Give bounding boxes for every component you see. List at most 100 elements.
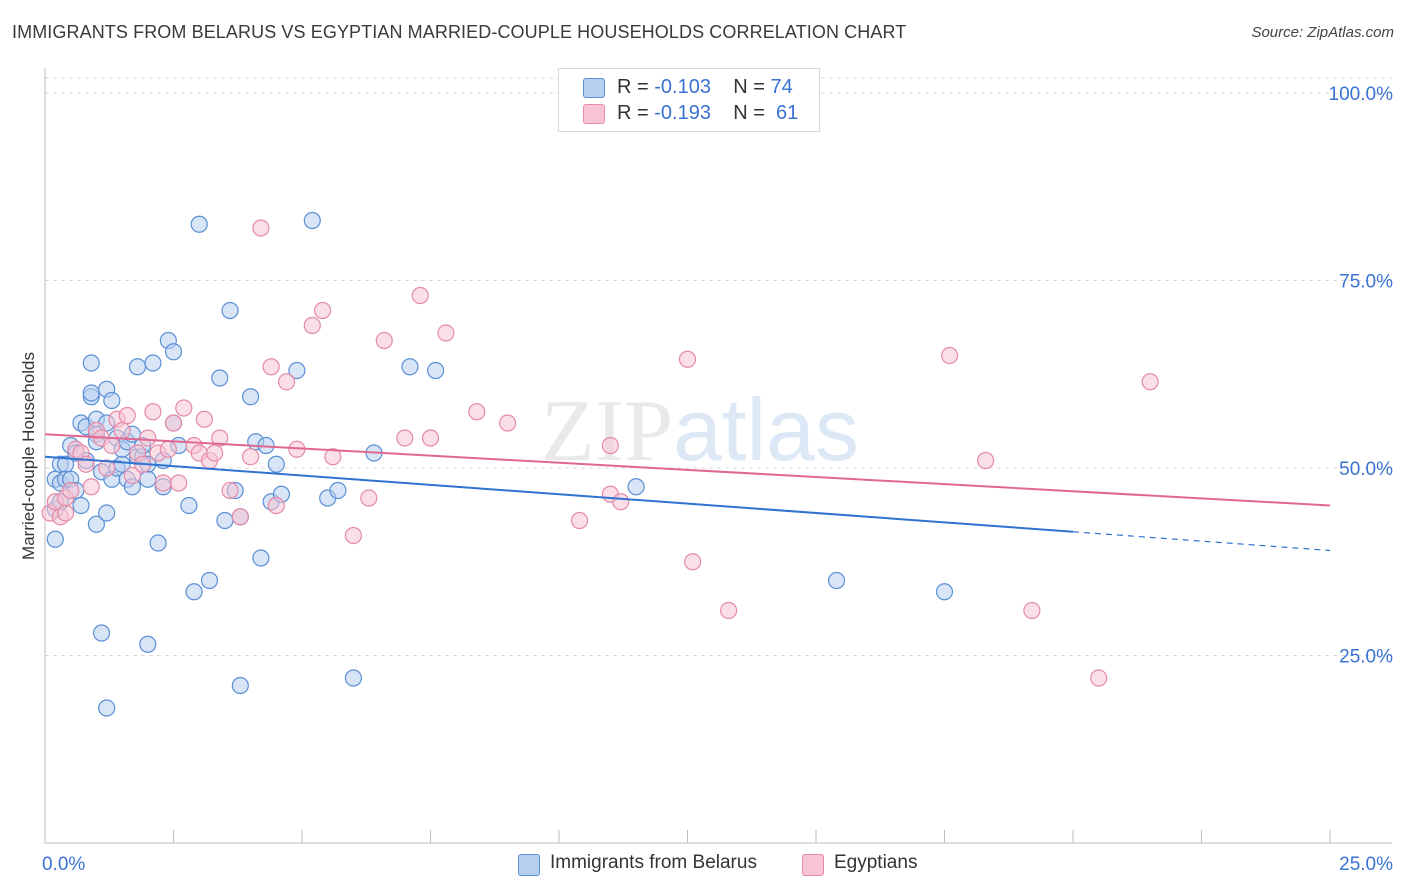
- chart-title: IMMIGRANTS FROM BELARUS VS EGYPTIAN MARR…: [12, 22, 907, 42]
- point-belarus: [103, 391, 121, 410]
- point-egyptians: [98, 459, 116, 477]
- trendline-belarus: [44, 455, 1074, 533]
- point-belarus: [149, 534, 167, 552]
- point-belarus: [98, 699, 116, 717]
- point-egyptians: [144, 403, 162, 421]
- point-belarus: [185, 583, 203, 601]
- point-egyptians: [103, 436, 121, 455]
- point-egyptians: [344, 526, 362, 545]
- point-belarus: [401, 358, 419, 376]
- point-egyptians: [159, 440, 177, 458]
- point-egyptians: [211, 429, 229, 447]
- point-egyptians: [154, 474, 172, 492]
- point-egyptians: [421, 429, 440, 447]
- point-egyptians: [468, 403, 486, 421]
- point-belarus: [827, 571, 846, 590]
- point-egyptians: [941, 346, 959, 365]
- points-layer: [41, 211, 1159, 717]
- point-egyptians: [396, 429, 414, 447]
- legend-swatch-egyptians: [583, 104, 605, 124]
- point-belarus: [144, 354, 162, 372]
- point-egyptians: [277, 373, 296, 391]
- point-belarus: [935, 583, 954, 601]
- point-belarus: [221, 301, 239, 320]
- point-egyptians: [684, 553, 702, 571]
- point-egyptians: [123, 466, 141, 485]
- bottom-legend-label-egyptians: Egyptians: [834, 852, 918, 873]
- point-belarus: [231, 676, 249, 695]
- point-belarus: [82, 354, 100, 372]
- point-belarus: [46, 530, 64, 548]
- axis-layer: 25.0% 50.0% 75.0% 100.0% 0.0% 25.0%: [42, 68, 1393, 875]
- point-belarus: [164, 343, 183, 361]
- point-egyptians: [977, 451, 995, 470]
- trend-layer: [44, 433, 1331, 552]
- y-axis-title: Married-couple Households: [19, 352, 38, 560]
- y-tick-label: 100.0%: [1329, 84, 1394, 105]
- point-belarus: [288, 361, 306, 380]
- point-egyptians: [1090, 669, 1108, 687]
- x-tick-label: 25.0%: [1339, 854, 1393, 875]
- point-egyptians: [231, 508, 249, 526]
- point-egyptians: [360, 489, 378, 507]
- point-egyptians: [195, 410, 213, 428]
- point-belarus: [72, 496, 90, 515]
- point-egyptians: [262, 358, 280, 376]
- point-egyptians: [1023, 601, 1041, 620]
- legend-text-egyptians: R = -0.193 N = 61: [617, 102, 799, 124]
- legend-box: R = -0.103 N = 74 R = -0.193 N = 61: [558, 68, 820, 132]
- point-egyptians: [303, 316, 321, 335]
- point-belarus: [92, 624, 111, 642]
- point-belarus: [252, 549, 270, 567]
- point-egyptians: [164, 414, 183, 432]
- point-belarus: [82, 384, 100, 402]
- point-belarus: [242, 388, 260, 406]
- point-belarus: [139, 635, 157, 653]
- point-belarus: [303, 211, 321, 230]
- point-egyptians: [113, 421, 131, 440]
- point-egyptians: [612, 493, 630, 511]
- point-egyptians: [206, 444, 224, 462]
- point-egyptians: [139, 429, 157, 447]
- point-egyptians: [267, 496, 285, 515]
- legend-text-belarus: R = -0.103 N = 74: [617, 76, 793, 98]
- point-egyptians: [170, 474, 188, 492]
- point-egyptians: [720, 601, 738, 620]
- point-belarus: [200, 571, 219, 590]
- bottom-legend-swatch-egyptians: [802, 854, 824, 876]
- bottom-legend-swatch-belarus: [518, 854, 540, 876]
- point-egyptians: [570, 511, 589, 530]
- point-belarus: [329, 481, 347, 500]
- point-belarus: [98, 504, 116, 522]
- point-belarus: [344, 669, 362, 687]
- trendline-belarus-extension: [1072, 531, 1331, 552]
- trendline-egyptians: [44, 433, 1331, 507]
- point-egyptians: [62, 481, 80, 500]
- y-tick-label: 25.0%: [1339, 647, 1393, 668]
- point-egyptians: [56, 504, 75, 522]
- point-egyptians: [601, 436, 620, 455]
- y-tick-label: 50.0%: [1339, 459, 1393, 480]
- grid-layer: [45, 77, 1392, 656]
- watermark: ZIPatlas: [541, 380, 859, 480]
- point-egyptians: [437, 324, 455, 342]
- point-egyptians: [1141, 373, 1159, 391]
- point-egyptians: [118, 406, 136, 425]
- point-egyptians: [175, 399, 193, 417]
- watermark-atlas: atlas: [673, 380, 859, 479]
- point-belarus: [427, 361, 445, 380]
- point-belarus: [180, 496, 198, 515]
- point-egyptians: [411, 286, 429, 305]
- point-egyptians: [313, 301, 332, 320]
- point-belarus: [211, 369, 229, 387]
- point-belarus: [216, 511, 234, 530]
- point-belarus: [139, 470, 157, 488]
- point-egyptians: [678, 350, 697, 368]
- bottom-legend-label-belarus: Immigrants from Belarus: [550, 852, 757, 873]
- point-egyptians: [252, 219, 270, 237]
- point-egyptians: [221, 481, 239, 500]
- point-belarus: [267, 455, 285, 473]
- point-belarus: [190, 215, 208, 233]
- point-egyptians: [375, 331, 393, 350]
